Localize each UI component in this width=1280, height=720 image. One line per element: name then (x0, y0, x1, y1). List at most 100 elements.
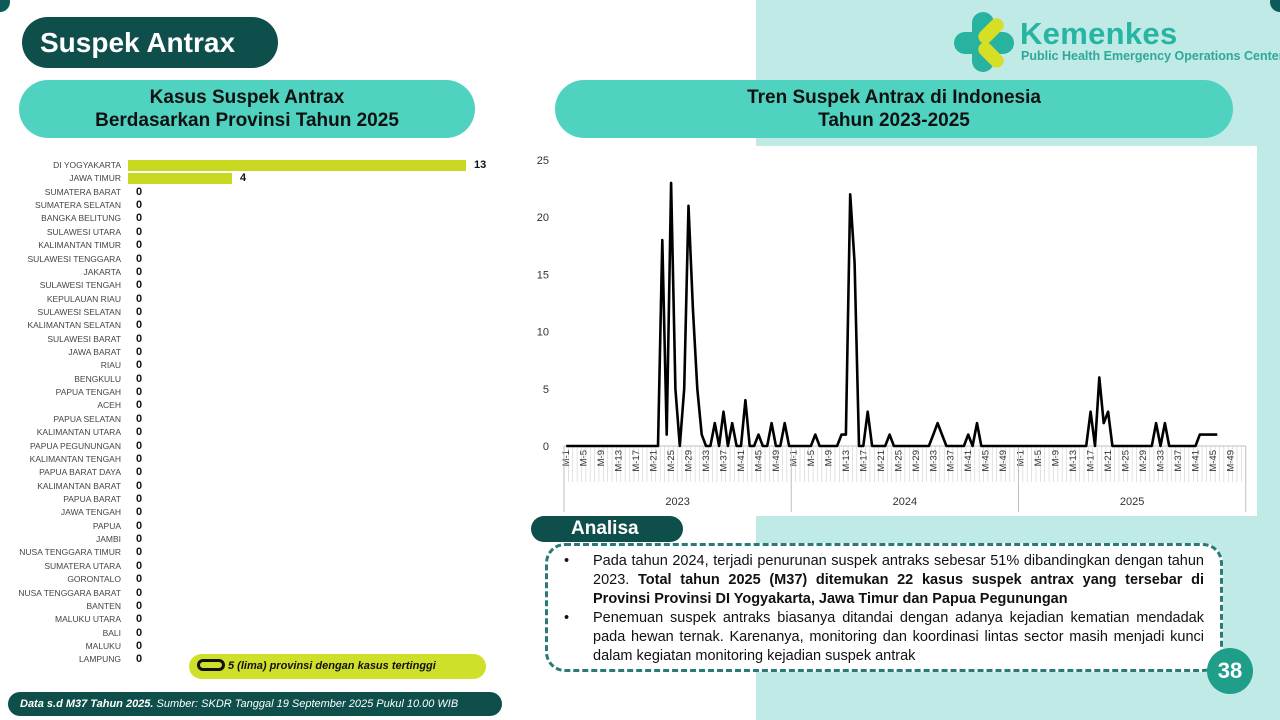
bar-value-label: 0 (136, 573, 142, 586)
x-tick-label: M-25 (1121, 450, 1132, 472)
right-panel-title-line1: Tren Suspek Antrax di Indonesia (555, 86, 1233, 109)
bar-value-label: 0 (136, 333, 142, 346)
x-tick-label: M-45 (1208, 450, 1219, 472)
bar-label: JAKARTA (0, 266, 121, 279)
x-tick-label: M-1 (561, 450, 572, 466)
bar-value-label: 0 (136, 653, 142, 666)
bar-row: PAPUA PEGUNUNGAN 0 (0, 440, 520, 453)
year-label: 2024 (893, 496, 917, 508)
bar-row: PAPUA 0 (0, 520, 520, 533)
bar-row: DI YOGYAKARTA 13 (0, 159, 520, 172)
bar-value-label: 0 (136, 386, 142, 399)
year-label: 2025 (1120, 496, 1144, 508)
bar-value-label: 0 (136, 359, 142, 372)
bar-label: KALIMANTAN UTARA (0, 426, 121, 439)
bar-value-label: 0 (136, 440, 142, 453)
bar-value-label: 0 (136, 253, 142, 266)
y-tick-label: 15 (537, 269, 549, 281)
footer-bold: Data s.d M37 Tahun 2025. (20, 698, 153, 710)
bar-label: KALIMANTAN BARAT (0, 480, 121, 493)
bar-label: JAMBI (0, 533, 121, 546)
bar (128, 173, 232, 184)
bar-label: SULAWESI UTARA (0, 226, 121, 239)
bar-label: KALIMANTAN TIMUR (0, 239, 121, 252)
bar-label: GORONTALO (0, 573, 121, 586)
bar-row: MALUKU 0 (0, 640, 520, 653)
bar-label: KALIMANTAN SELATAN (0, 319, 121, 332)
bar-value-label: 0 (136, 186, 142, 199)
top-provinces-note-text: 5 (lima) provinsi dengan kasus tertinggi (228, 660, 436, 672)
bar-row: PAPUA BARAT 0 (0, 493, 520, 506)
bar-label: BENGKULU (0, 373, 121, 386)
bar-value-label: 0 (136, 546, 142, 559)
page-number: 38 (1207, 648, 1253, 694)
bar-value-label: 0 (136, 640, 142, 653)
x-tick-label: M-49 (771, 450, 782, 472)
bar-label: JAWA TENGAH (0, 506, 121, 519)
bar-row: SUMATERA SELATAN 0 (0, 199, 520, 212)
x-tick-label: M-29 (1138, 450, 1149, 472)
bar-value-label: 0 (136, 520, 142, 533)
bar-label: BALI (0, 627, 121, 640)
bar-label: MALUKU (0, 640, 121, 653)
bar-label: NUSA TENGGARA TIMUR (0, 546, 121, 559)
bar-row: KALIMANTAN UTARA 0 (0, 426, 520, 439)
province-bar-chart: DI YOGYAKARTA 13 JAWA TIMUR 4 SUMATERA BARAT… (0, 150, 520, 670)
bar-row: KEPULAUAN RIAU 0 (0, 293, 520, 306)
bar-row: ACEH 0 (0, 399, 520, 412)
x-tick-label: M-25 (666, 450, 677, 472)
bar-row: NUSA TENGGARA TIMUR 0 (0, 546, 520, 559)
bar-label: JAWA TIMUR (0, 172, 121, 185)
right-panel-title-line2: Tahun 2023-2025 (555, 109, 1233, 132)
bar-value-label: 0 (136, 293, 142, 306)
bar-value-label: 0 (136, 346, 142, 359)
bar-value-label: 0 (136, 426, 142, 439)
bar-row: BENGKULU 0 (0, 373, 520, 386)
bar-row: MALUKU UTARA 0 (0, 613, 520, 626)
bar-row: RIAU 0 (0, 359, 520, 372)
x-tick-label: M-17 (858, 450, 869, 472)
bar-row: SULAWESI BARAT 0 (0, 333, 520, 346)
x-tick-label: M-33 (701, 450, 712, 472)
bar-label: PAPUA BARAT DAYA (0, 466, 121, 479)
bar-row: KALIMANTAN TENGAH 0 (0, 453, 520, 466)
trend-line-chart: 0 5 10 15 20 25 M-1 M-5 M-9 M-13 M-17 M-21 M-25 M-29 M… (529, 146, 1257, 516)
bar-label: PAPUA PEGUNUNGAN (0, 440, 121, 453)
bar-value-label: 0 (136, 212, 142, 225)
x-tick-label: M-1 (1016, 450, 1027, 466)
footer-source: Data s.d M37 Tahun 2025. Sumber: SKDR Ta… (8, 692, 502, 716)
bar-label: SULAWESI SELATAN (0, 306, 121, 319)
analysis-point-2: Penemuan suspek antraks biasanya ditanda… (564, 609, 1204, 666)
bar-label: SULAWESI TENGAH (0, 279, 121, 292)
bar-row: JAWA TIMUR 4 (0, 172, 520, 185)
bar-label: LAMPUNG (0, 653, 121, 666)
bar-value-label: 13 (474, 159, 486, 172)
bar-label: JAWA BARAT (0, 346, 121, 359)
x-tick-label: M-17 (631, 450, 642, 472)
x-tick-label: M-25 (893, 450, 904, 472)
bar-value-label: 0 (136, 506, 142, 519)
x-tick-label: M-41 (736, 450, 747, 472)
bar-label: KALIMANTAN TENGAH (0, 453, 121, 466)
bar-row: SULAWESI UTARA 0 (0, 226, 520, 239)
x-tick-label: M-21 (649, 450, 660, 472)
x-tick-label: M-21 (1103, 450, 1114, 472)
x-tick-label: M-29 (911, 450, 922, 472)
bar-row: JAWA BARAT 0 (0, 346, 520, 359)
bar-value-label: 0 (136, 239, 142, 252)
bar-value-label: 0 (136, 613, 142, 626)
bar-label: SUMATERA UTARA (0, 560, 121, 573)
bar-value-label: 0 (136, 413, 142, 426)
bar-row: SUMATERA UTARA 0 (0, 560, 520, 573)
bar-row: BALI 0 (0, 627, 520, 640)
bar-value-label: 0 (136, 533, 142, 546)
footer-text: Sumber: SKDR Tanggal 19 September 2025 P… (153, 698, 458, 710)
bar-label: ACEH (0, 399, 121, 412)
bar-row: BANGKA BELITUNG 0 (0, 212, 520, 225)
right-panel-title: Tren Suspek Antrax di Indonesia Tahun 20… (555, 80, 1233, 138)
bar-label: PAPUA (0, 520, 121, 533)
bar-row: PAPUA SELATAN 0 (0, 413, 520, 426)
highlight-oval-icon (197, 659, 225, 671)
logo-subtitle: Public Health Emergency Operations Cente… (1021, 49, 1280, 63)
